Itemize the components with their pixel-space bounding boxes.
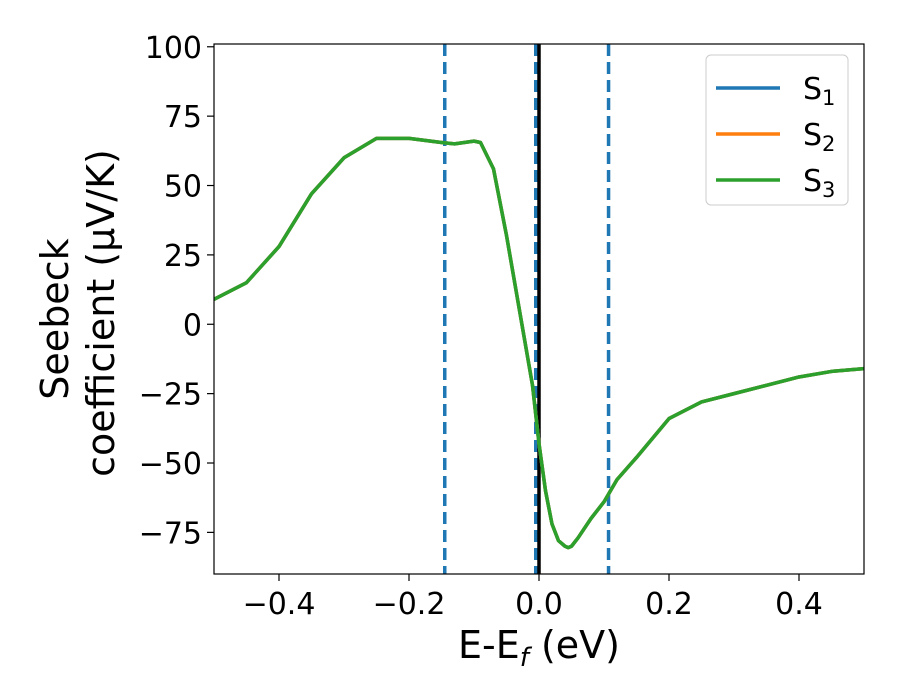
- series-lines: [214, 136, 864, 550]
- x-tick-label: 0.0: [515, 587, 563, 622]
- x-tick-label: 0.4: [775, 587, 823, 622]
- y-tick-label: 25: [164, 239, 202, 274]
- x-axis-ticks: −0.4 −0.2 0.0 0.2 0.4: [243, 574, 823, 622]
- legend-label-S1: S1: [803, 72, 835, 110]
- y-axis-ticks: 100 75 50 25 0 −25 −50 −75: [139, 31, 214, 551]
- legend-box: [705, 54, 849, 206]
- x-tick-label: −0.2: [373, 587, 446, 622]
- legend-label-S3: S3: [803, 164, 835, 202]
- y-tick-label: −25: [139, 378, 202, 413]
- x-tick-label: −0.4: [243, 587, 316, 622]
- y-tick-label: −50: [139, 447, 202, 482]
- y-axis-label-line1: Seebeck: [33, 238, 77, 399]
- y-tick-label: 75: [164, 100, 202, 135]
- y-tick-label: −75: [139, 516, 202, 551]
- y-tick-label: 50: [164, 170, 202, 205]
- legend-label-S2: S2: [803, 118, 835, 156]
- series-line-S3: [214, 136, 864, 550]
- y-axis-label-line2: coefficient (μV/K): [79, 149, 123, 477]
- y-tick-label: 100: [145, 31, 202, 66]
- y-axis-label: Seebeck coefficient (μV/K): [33, 149, 123, 477]
- x-tick-label: 0.2: [645, 587, 693, 622]
- vertical-reference-lines: [443, 44, 611, 574]
- x-axis-label: E-Ef (eV): [458, 623, 620, 673]
- legend-items: S1 S2 S3: [716, 72, 835, 202]
- legend: S1 S2 S3: [705, 54, 849, 206]
- y-tick-label: 0: [183, 308, 202, 343]
